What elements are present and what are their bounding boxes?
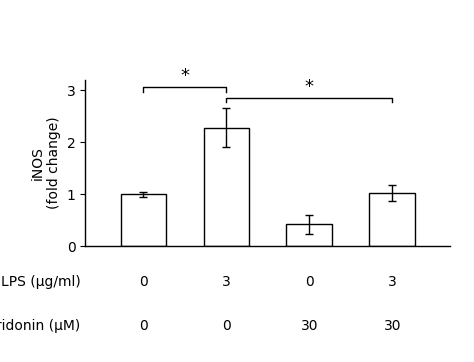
Text: 0: 0 xyxy=(305,275,314,289)
Text: LPS (μg/ml): LPS (μg/ml) xyxy=(1,275,81,289)
Y-axis label: iNOS
(fold change): iNOS (fold change) xyxy=(31,117,61,209)
Text: 0: 0 xyxy=(222,319,231,333)
Bar xyxy=(120,194,166,246)
Bar xyxy=(286,224,332,246)
Text: 30: 30 xyxy=(301,319,318,333)
Text: 0: 0 xyxy=(139,275,148,289)
Text: 3: 3 xyxy=(388,275,397,289)
Bar xyxy=(369,193,415,246)
Text: *: * xyxy=(181,67,189,85)
Bar xyxy=(203,127,249,246)
Text: 3: 3 xyxy=(222,275,231,289)
Text: *: * xyxy=(305,78,314,96)
Text: 0: 0 xyxy=(139,319,148,333)
Text: 30: 30 xyxy=(383,319,401,333)
Text: Oridonin (μM): Oridonin (μM) xyxy=(0,319,81,333)
